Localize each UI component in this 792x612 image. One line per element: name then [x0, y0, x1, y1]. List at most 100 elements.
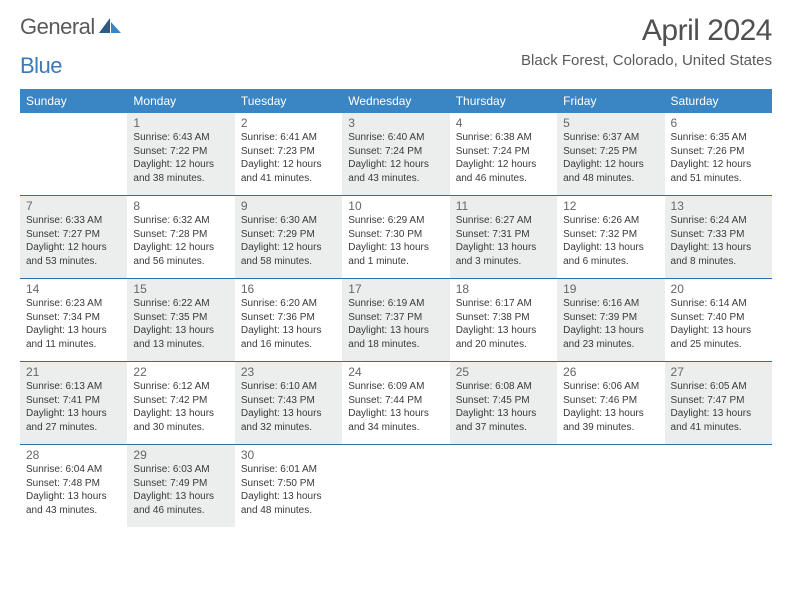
month-title: April 2024 [521, 14, 772, 48]
day-detail-line: Sunset: 7:28 PM [133, 228, 228, 242]
day-detail-line: Sunrise: 6:40 AM [348, 131, 443, 145]
weekday-header: Thursday [450, 89, 557, 113]
day-cell: 7Sunrise: 6:33 AMSunset: 7:27 PMDaylight… [20, 196, 127, 278]
day-cell: 11Sunrise: 6:27 AMSunset: 7:31 PMDayligh… [450, 196, 557, 278]
day-detail-line: Sunset: 7:37 PM [348, 311, 443, 325]
day-cell: 6Sunrise: 6:35 AMSunset: 7:26 PMDaylight… [665, 113, 772, 195]
day-cell: 27Sunrise: 6:05 AMSunset: 7:47 PMDayligh… [665, 362, 772, 444]
weekday-header: Tuesday [235, 89, 342, 113]
day-detail-line: Daylight: 12 hours [241, 158, 336, 172]
logo-text-general: General [20, 14, 95, 40]
day-detail-line: Sunrise: 6:35 AM [671, 131, 766, 145]
day-number: 11 [456, 199, 551, 213]
day-detail-line: Sunrise: 6:19 AM [348, 297, 443, 311]
day-cell-blank [665, 445, 772, 527]
day-detail-line: Daylight: 13 hours [671, 324, 766, 338]
weekday-header: Saturday [665, 89, 772, 113]
day-detail-line: Daylight: 13 hours [241, 490, 336, 504]
day-detail-line: and 58 minutes. [241, 255, 336, 269]
day-detail-line: Sunrise: 6:33 AM [26, 214, 121, 228]
day-detail-line: and 16 minutes. [241, 338, 336, 352]
day-detail-line: and 53 minutes. [26, 255, 121, 269]
day-cell: 21Sunrise: 6:13 AMSunset: 7:41 PMDayligh… [20, 362, 127, 444]
day-detail-line: Sunrise: 6:43 AM [133, 131, 228, 145]
day-detail-line: Sunset: 7:22 PM [133, 145, 228, 159]
calendar-weeks: 1Sunrise: 6:43 AMSunset: 7:22 PMDaylight… [20, 113, 772, 527]
day-detail-line: Daylight: 13 hours [241, 324, 336, 338]
day-number: 29 [133, 448, 228, 462]
day-cell: 12Sunrise: 6:26 AMSunset: 7:32 PMDayligh… [557, 196, 664, 278]
day-number: 22 [133, 365, 228, 379]
day-detail-line: and 34 minutes. [348, 421, 443, 435]
day-detail-line: and 27 minutes. [26, 421, 121, 435]
day-detail-line: Daylight: 13 hours [563, 241, 658, 255]
day-detail-line: Daylight: 13 hours [456, 407, 551, 421]
day-detail-line: Sunset: 7:50 PM [241, 477, 336, 491]
day-detail-line: and 3 minutes. [456, 255, 551, 269]
day-detail-line: Sunset: 7:43 PM [241, 394, 336, 408]
day-detail-line: Sunrise: 6:41 AM [241, 131, 336, 145]
day-number: 20 [671, 282, 766, 296]
day-cell-blank [20, 113, 127, 195]
day-detail-line: and 48 minutes. [563, 172, 658, 186]
day-cell: 30Sunrise: 6:01 AMSunset: 7:50 PMDayligh… [235, 445, 342, 527]
day-detail-line: Daylight: 13 hours [348, 324, 443, 338]
day-detail-line: Sunrise: 6:32 AM [133, 214, 228, 228]
day-number: 21 [26, 365, 121, 379]
day-number: 28 [26, 448, 121, 462]
day-number: 10 [348, 199, 443, 213]
day-number: 24 [348, 365, 443, 379]
day-detail-line: Sunrise: 6:08 AM [456, 380, 551, 394]
day-detail-line: and 51 minutes. [671, 172, 766, 186]
weekday-header: Wednesday [342, 89, 449, 113]
day-detail-line: and 20 minutes. [456, 338, 551, 352]
day-detail-line: Sunrise: 6:06 AM [563, 380, 658, 394]
day-cell: 3Sunrise: 6:40 AMSunset: 7:24 PMDaylight… [342, 113, 449, 195]
day-cell: 24Sunrise: 6:09 AMSunset: 7:44 PMDayligh… [342, 362, 449, 444]
week-row: 1Sunrise: 6:43 AMSunset: 7:22 PMDaylight… [20, 113, 772, 196]
day-detail-line: Sunrise: 6:26 AM [563, 214, 658, 228]
day-detail-line: and 46 minutes. [456, 172, 551, 186]
day-detail-line: and 56 minutes. [133, 255, 228, 269]
day-detail-line: and 46 minutes. [133, 504, 228, 518]
day-number: 13 [671, 199, 766, 213]
day-detail-line: Sunset: 7:35 PM [133, 311, 228, 325]
day-detail-line: Sunrise: 6:38 AM [456, 131, 551, 145]
day-detail-line: Daylight: 13 hours [563, 324, 658, 338]
day-cell: 26Sunrise: 6:06 AMSunset: 7:46 PMDayligh… [557, 362, 664, 444]
day-detail-line: Sunset: 7:36 PM [241, 311, 336, 325]
day-detail-line: and 25 minutes. [671, 338, 766, 352]
day-cell-blank [342, 445, 449, 527]
day-detail-line: Daylight: 13 hours [456, 241, 551, 255]
day-detail-line: and 11 minutes. [26, 338, 121, 352]
calendar-page: General April 2024 Black Forest, Colorad… [0, 0, 792, 537]
day-detail-line: Daylight: 13 hours [26, 324, 121, 338]
day-detail-line: Sunrise: 6:16 AM [563, 297, 658, 311]
day-detail-line: Sunrise: 6:23 AM [26, 297, 121, 311]
day-detail-line: Sunset: 7:23 PM [241, 145, 336, 159]
day-detail-line: and 8 minutes. [671, 255, 766, 269]
day-detail-line: and 13 minutes. [133, 338, 228, 352]
day-detail-line: Daylight: 13 hours [241, 407, 336, 421]
day-detail-line: Sunset: 7:46 PM [563, 394, 658, 408]
day-cell: 8Sunrise: 6:32 AMSunset: 7:28 PMDaylight… [127, 196, 234, 278]
day-detail-line: Sunrise: 6:13 AM [26, 380, 121, 394]
day-number: 19 [563, 282, 658, 296]
day-number: 25 [456, 365, 551, 379]
day-detail-line: and 38 minutes. [133, 172, 228, 186]
day-number: 18 [456, 282, 551, 296]
week-row: 7Sunrise: 6:33 AMSunset: 7:27 PMDaylight… [20, 196, 772, 279]
day-detail-line: Sunset: 7:38 PM [456, 311, 551, 325]
day-detail-line: Sunset: 7:32 PM [563, 228, 658, 242]
day-detail-line: Sunrise: 6:01 AM [241, 463, 336, 477]
day-cell: 29Sunrise: 6:03 AMSunset: 7:49 PMDayligh… [127, 445, 234, 527]
logo: General [20, 14, 123, 40]
day-detail-line: Sunset: 7:44 PM [348, 394, 443, 408]
day-cell: 4Sunrise: 6:38 AMSunset: 7:24 PMDaylight… [450, 113, 557, 195]
day-detail-line: Daylight: 12 hours [133, 158, 228, 172]
day-cell: 20Sunrise: 6:14 AMSunset: 7:40 PMDayligh… [665, 279, 772, 361]
day-cell: 10Sunrise: 6:29 AMSunset: 7:30 PMDayligh… [342, 196, 449, 278]
day-detail-line: Sunset: 7:29 PM [241, 228, 336, 242]
day-detail-line: Sunrise: 6:03 AM [133, 463, 228, 477]
day-number: 27 [671, 365, 766, 379]
